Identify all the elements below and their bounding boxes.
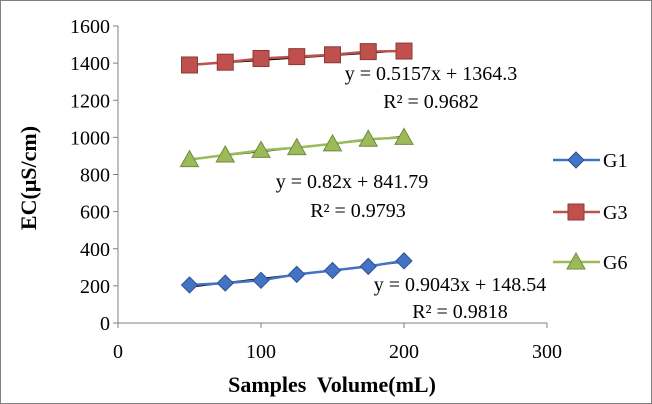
y-tick-label: 1600 [70, 16, 110, 38]
legend-marker-g6 [566, 251, 586, 270]
trend-equation-g6: y = 0.82x + 841.79 [276, 171, 429, 193]
legend-item-g6[interactable]: G6 [553, 251, 627, 274]
equation-layer: y = 0.9043x + 148.54 R² = 0.9818 y = 0.515… [276, 63, 547, 323]
legend-label-g1: G1 [603, 150, 627, 172]
legend-item-g1[interactable]: G1 [553, 150, 627, 172]
trend-equation-g1: y = 0.9043x + 148.54 [374, 274, 547, 296]
data-point-g3[interactable] [181, 56, 198, 74]
y-tick-label: 800 [80, 165, 110, 187]
data-point-g1[interactable] [359, 257, 377, 276]
trend-r2-g6: R² = 0.9793 [310, 200, 406, 222]
data-point-g6[interactable] [215, 144, 236, 163]
data-point-g3[interactable] [324, 46, 341, 64]
data-point-g6[interactable] [179, 149, 200, 168]
x-tick-label: 100 [246, 341, 276, 363]
y-tick-label: 1000 [70, 127, 110, 149]
x-axis-title: Samples Volume(mL) [228, 372, 436, 397]
legend-label-g3: G3 [603, 202, 627, 224]
legend-marker-shape-g1[interactable] [567, 151, 585, 169]
legend: G1 G3 G6 [553, 150, 627, 274]
legend-item-g3[interactable]: G3 [553, 202, 627, 224]
data-point-g1[interactable] [216, 274, 234, 292]
data-point-g3[interactable] [359, 43, 377, 61]
x-tick-label: 300 [532, 341, 562, 363]
y-tick-label: 0 [100, 313, 110, 335]
data-point-g3[interactable] [216, 53, 234, 71]
data-point-g3[interactable] [252, 49, 270, 67]
x-tick-label: 200 [389, 341, 419, 363]
data-point-g1[interactable] [288, 265, 306, 284]
data-point-g6[interactable] [251, 140, 271, 158]
trend-r2-g1: R² = 0.9818 [412, 301, 508, 323]
y-tick-label: 1400 [70, 53, 110, 75]
legend-marker-shape-g6[interactable] [566, 251, 586, 270]
legend-marker-g1 [567, 151, 585, 169]
legend-label-g6: G6 [603, 252, 627, 274]
y-tick-label: 400 [80, 239, 110, 261]
y-tick-label: 200 [80, 276, 110, 298]
data-point-g6[interactable] [322, 133, 343, 152]
data-point-g3[interactable] [288, 48, 306, 66]
data-point-g1[interactable] [180, 276, 199, 294]
legend-marker-shape-g3[interactable] [567, 203, 585, 221]
data-point-g6[interactable] [394, 127, 414, 145]
data-point-g1[interactable] [395, 252, 413, 270]
data-point-g6[interactable] [286, 137, 307, 156]
data-point-g6[interactable] [358, 129, 379, 147]
axes-layer: 0 200 400 600 800 1000 1200 1400 1600 0 100 200 300 [70, 16, 562, 363]
trend-equation-g3: y = 0.5157x + 1364.3 [345, 63, 518, 85]
y-tick-label: 1200 [70, 90, 110, 112]
trend-r2-g3: R² = 0.9682 [383, 91, 479, 113]
data-point-g1[interactable] [252, 271, 270, 290]
data-point-g1[interactable] [323, 261, 342, 280]
data-point-g3[interactable] [395, 42, 413, 60]
y-tick-label: 600 [80, 202, 110, 224]
series-layer [179, 42, 414, 294]
x-tick-label: 0 [113, 341, 123, 363]
y-axis-title: EC(μS/cm) [16, 126, 41, 230]
legend-marker-g3 [567, 203, 585, 221]
